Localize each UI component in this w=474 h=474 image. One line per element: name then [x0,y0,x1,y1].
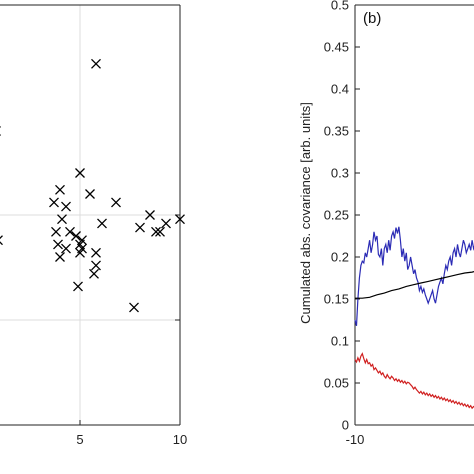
scatter-point [55,184,65,195]
scatter-point [75,168,85,178]
scatter-panel: 5 10 [0,4,187,447]
scatter-point [91,247,101,258]
y-tick-label: 0.45 [324,40,349,55]
y-tick-label: 0.35 [324,124,349,139]
panel-label: (b) [363,10,381,27]
scatter-point [91,260,101,271]
scatter-point [51,226,61,237]
scatter-point [73,281,83,292]
scatter-point [55,252,65,262]
x-tick-label: 5 [76,432,83,447]
x-tick-label: 10 [173,432,187,447]
y-tick-label: 0.3 [331,166,349,181]
scatter-point [61,243,71,254]
scatter-point [111,197,121,208]
scatter-point [135,222,145,233]
y-tick-label: 0.2 [331,250,349,265]
scatter-point [89,268,99,279]
y-tick-label: 0.4 [331,82,349,97]
scatter-point [151,226,161,237]
series-line-1 [355,271,474,299]
scatter-point [0,235,3,246]
x-tick-label: -10 [346,432,365,447]
line-panel: 0 0.05 0.1 0.15 0.2 0.25 0.3 0.35 0.4 0.45 0.5 -10 C… [298,0,474,447]
scatter-point [175,214,185,225]
y-tick-label: 0.5 [331,0,349,13]
series-line-0 [354,226,474,327]
scatter-point [57,214,67,225]
scatter-point [129,302,139,313]
scatter-point [145,210,155,220]
y-tick-label: 0.1 [331,334,349,349]
scatter-point [53,239,63,250]
scatter-point [91,58,101,69]
y-axis-label: Cumulated abs. covariance [arb. units] [298,102,313,324]
scatter-point [49,197,59,208]
scatter-point [61,201,71,212]
scatter-point [155,226,165,237]
y-tick-label: 0.15 [324,292,349,307]
series-line-2 [354,352,474,410]
y-tick-label: 0 [342,418,349,433]
scatter-point [161,218,171,229]
scatter-point [75,247,85,258]
scatter-point [65,226,75,237]
y-tick-label: 0.05 [324,376,349,391]
scatter-point [77,235,87,246]
scatter-point [0,126,1,136]
y-tick-label: 0.25 [324,208,349,223]
scatter-point [97,218,107,229]
scatter-point [85,189,95,199]
scatter-point [71,231,81,241]
